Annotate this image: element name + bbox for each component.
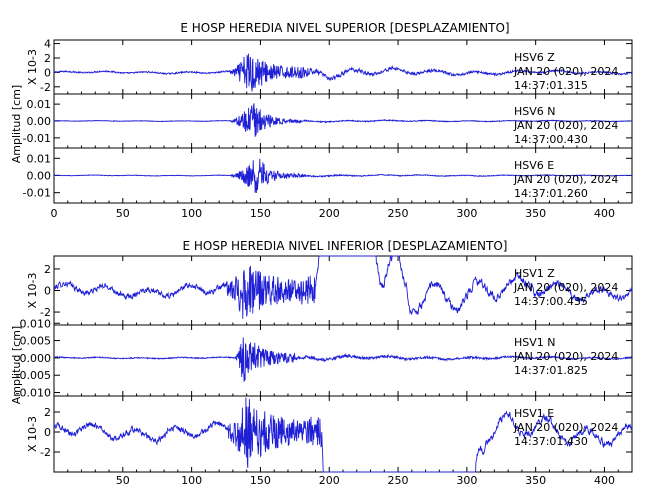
x-tick-label-p0-2: 100 bbox=[181, 207, 202, 220]
channel-date-p1-c1: JAN 20 (020), 2024 bbox=[513, 350, 618, 363]
y-tick-label-p1-c1-1: -0.005 bbox=[16, 369, 51, 382]
channel-date-p0-c0: JAN 20 (020), 2024 bbox=[513, 65, 618, 78]
x-tick-label-p1-2: 100 bbox=[181, 474, 202, 487]
y-tick-label-p0-c1-2: 0.01 bbox=[27, 98, 52, 111]
waveform-trace-p0-c1 bbox=[53, 103, 633, 137]
channel-id-p0-c2: HSV6 E bbox=[514, 159, 554, 172]
y-axis-label-inferior: Amplitud [cm] bbox=[10, 326, 23, 404]
channel-id-p0-c1: HSV6 N bbox=[514, 105, 556, 118]
y-tick-label-p1-c1-4: 0.010 bbox=[20, 317, 52, 330]
x-tick-label-p0-5: 250 bbox=[388, 207, 409, 220]
x-tick-label-p0-8: 400 bbox=[594, 207, 615, 220]
x-tick-label-p0-6: 300 bbox=[456, 207, 477, 220]
channel-date-p1-c2: JAN 20 (020), 2024 bbox=[513, 421, 618, 434]
channel-time-p0-c2: 14:37:01.260 bbox=[514, 187, 588, 200]
channel-time-p0-c1: 14:37:00.430 bbox=[514, 133, 588, 146]
channel-date-p1-c0: JAN 20 (020), 2024 bbox=[513, 281, 618, 294]
panel-title-superior: E HOSP HEREDIA NIVEL SUPERIOR [DESPLAZAM… bbox=[180, 21, 509, 35]
channel-date-p0-c1: JAN 20 (020), 2024 bbox=[513, 119, 618, 132]
y-tick-label-p0-c1-0: -0.01 bbox=[23, 132, 51, 145]
y-tick-label-p0-c2-2: 0.01 bbox=[27, 152, 52, 165]
waveform-trace-p1-c1 bbox=[53, 337, 633, 382]
channel-id-p1-c0: HSV1 Z bbox=[514, 267, 555, 280]
channel-time-p1-c1: 14:37:01.825 bbox=[514, 364, 588, 377]
y-tick-label-p0-c2-1: 0.00 bbox=[27, 170, 52, 183]
y-tick-label-p1-c2-2: 2 bbox=[44, 406, 51, 419]
y-tick-label-p1-c0-1: 0 bbox=[44, 285, 51, 298]
y-tick-label-p1-c1-3: 0.005 bbox=[20, 335, 52, 348]
scale-label-p1-c0: X 10-3 bbox=[26, 273, 39, 309]
y-axis-label-superior: Amplitud [cm] bbox=[10, 85, 23, 163]
channel-id-p1-c1: HSV1 N bbox=[514, 336, 556, 349]
waveform-trace-p1-c0 bbox=[53, 255, 633, 319]
waveform-trace-p0-c0 bbox=[53, 53, 633, 92]
channel-time-p1-c2: 14:37:01.430 bbox=[514, 435, 588, 448]
y-tick-label-p1-c0-2: 2 bbox=[44, 263, 51, 276]
x-tick-label-p0-7: 350 bbox=[525, 207, 546, 220]
y-tick-label-p1-c0-0: -2 bbox=[40, 306, 51, 319]
x-tick-label-p1-1: 50 bbox=[116, 474, 130, 487]
y-tick-label-p1-c1-0: -0.010 bbox=[16, 387, 51, 400]
channel-id-p0-c0: HSV6 Z bbox=[514, 51, 555, 64]
x-tick-label-p0-0: 0 bbox=[51, 207, 58, 220]
panel-title-inferior: E HOSP HEREDIA NIVEL INFERIOR [DESPLAZAM… bbox=[182, 239, 507, 253]
y-tick-label-p0-c2-0: -0.01 bbox=[23, 187, 51, 200]
scale-label-p0-c0: X 10-3 bbox=[26, 49, 39, 85]
channel-id-p1-c2: HSV1 E bbox=[514, 407, 554, 420]
y-tick-label-p0-c1-1: 0.00 bbox=[27, 115, 52, 128]
x-tick-label-p1-5: 250 bbox=[388, 474, 409, 487]
y-tick-label-p1-c1-2: 0.000 bbox=[20, 352, 52, 365]
y-tick-label-p0-c0-0: -2 bbox=[40, 81, 51, 94]
waveform-trace-p0-c2 bbox=[53, 158, 632, 194]
y-tick-label-p1-c2-1: 0 bbox=[44, 426, 51, 439]
x-tick-label-p1-8: 400 bbox=[594, 474, 615, 487]
x-tick-label-p1-4: 200 bbox=[319, 474, 340, 487]
x-tick-label-p1-3: 150 bbox=[250, 474, 271, 487]
x-tick-label-p0-3: 150 bbox=[250, 207, 271, 220]
channel-time-p1-c0: 14:37:00.435 bbox=[514, 295, 588, 308]
scale-label-p1-c2: X 10-3 bbox=[26, 416, 39, 452]
y-tick-label-p1-c2-0: -2 bbox=[40, 446, 51, 459]
x-tick-label-p1-7: 350 bbox=[525, 474, 546, 487]
waveform-trace-p1-c2 bbox=[53, 397, 633, 473]
x-tick-label-p1-6: 300 bbox=[456, 474, 477, 487]
y-tick-label-p0-c0-3: 4 bbox=[44, 38, 51, 51]
x-tick-label-p0-4: 200 bbox=[319, 207, 340, 220]
y-tick-label-p0-c0-2: 2 bbox=[44, 52, 51, 65]
x-tick-label-p0-1: 50 bbox=[116, 207, 130, 220]
channel-time-p0-c0: 14:37:01.315 bbox=[514, 79, 588, 92]
channel-date-p0-c2: JAN 20 (020), 2024 bbox=[513, 173, 618, 186]
y-tick-label-p0-c0-1: 0 bbox=[44, 66, 51, 79]
